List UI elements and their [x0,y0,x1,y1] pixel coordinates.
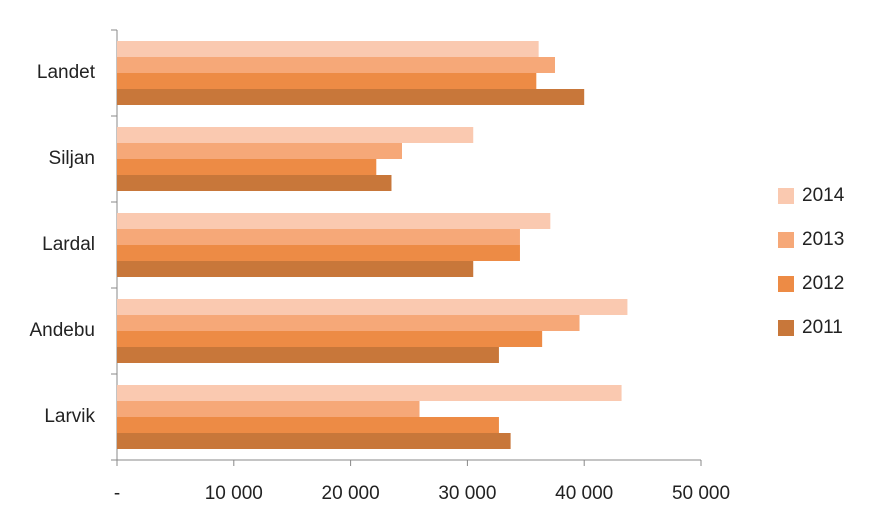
legend-label: 2014 [802,185,845,206]
legend-swatch [778,188,794,204]
y-tick-label: Andebu [29,320,95,341]
y-tick-label: Landet [37,62,96,83]
y-tick-label: Lardal [42,234,95,255]
bar [117,89,585,105]
legend-swatch [778,276,794,292]
bar [117,213,551,229]
legend-label: 2011 [802,317,843,338]
x-tick-label: 10 000 [205,483,263,504]
legend-swatch [778,232,794,248]
bar [117,347,499,363]
x-tick-label: 50 000 [672,483,730,504]
bar [117,245,520,261]
bar [117,57,555,73]
bar [117,299,628,315]
bar [117,315,580,331]
bar [117,331,543,347]
legend-swatch [778,320,794,336]
bar [117,385,622,401]
bar [117,41,539,57]
bar [117,73,537,89]
bar [117,229,520,245]
bar [117,159,377,175]
legend-label: 2013 [802,229,844,250]
bar [117,417,499,433]
y-tick-label: Larvik [44,406,95,427]
x-tick-label: 20 000 [322,483,380,504]
bar [117,261,474,277]
legend-label: 2012 [802,273,844,294]
bar [117,127,474,143]
bar [117,433,511,449]
x-tick-label: 30 000 [438,483,496,504]
x-tick-label: - [114,483,120,504]
bar [117,143,402,159]
bar [117,175,392,191]
y-tick-label: Siljan [49,148,95,169]
x-tick-label: 40 000 [555,483,613,504]
bar [117,401,420,417]
